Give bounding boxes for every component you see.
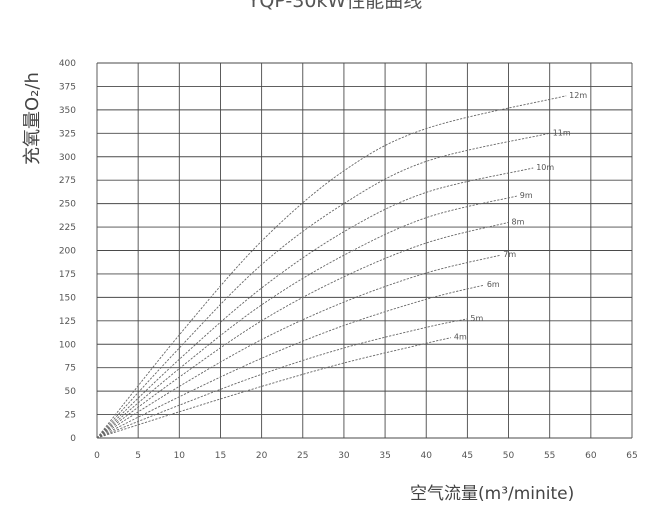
x-tick-label: 45	[462, 451, 473, 461]
series-line-5m	[96, 318, 468, 439]
y-tick-label: 50	[65, 387, 77, 397]
x-tick-label: 25	[297, 451, 308, 461]
x-tick-label: 65	[626, 451, 637, 461]
x-tick-label: 30	[338, 451, 350, 461]
x-tick-label: 50	[503, 451, 515, 461]
series-line-8m	[96, 221, 509, 439]
y-tick-label: 375	[59, 82, 76, 92]
series-label-8m: 8m	[512, 217, 525, 226]
x-tick-label: 20	[256, 451, 268, 461]
y-tick-label: 25	[65, 411, 76, 421]
x-tick-label: 10	[174, 451, 186, 461]
series-label-10m: 10m	[536, 163, 554, 172]
x-tick-label: 55	[544, 451, 555, 461]
y-tick-label: 0	[70, 434, 76, 444]
y-tick-label: 125	[59, 317, 76, 327]
y-tick-label: 100	[59, 340, 76, 350]
chart-title: YQP-30kW性能曲线	[247, 0, 423, 12]
y-axis-label: 充氧量O₂/h	[22, 72, 43, 165]
series-line-7m	[96, 254, 501, 439]
y-tick-label: 400	[59, 59, 76, 69]
series-line-6m	[96, 284, 484, 439]
series-line-12m	[96, 95, 567, 439]
series-line-4m	[96, 337, 451, 439]
x-tick-label: 15	[215, 451, 226, 461]
y-tick-label: 325	[59, 129, 76, 139]
series-label-12m: 12m	[569, 91, 587, 100]
x-tick-label: 35	[379, 451, 390, 461]
series-line-11m	[96, 132, 550, 439]
y-tick-label: 350	[59, 106, 76, 116]
y-tick-label: 275	[59, 176, 76, 186]
x-tick-label: 60	[585, 451, 597, 461]
series-label-4m: 4m	[454, 333, 467, 342]
series-label-9m: 9m	[520, 191, 533, 200]
y-tick-label: 300	[59, 153, 76, 163]
series-line-10m	[96, 167, 534, 439]
x-axis-label: 空气流量(m³/minite)	[410, 484, 575, 504]
x-tick-label: 5	[135, 451, 141, 461]
series-label-5m: 5m	[470, 314, 483, 323]
y-tick-label: 150	[59, 293, 76, 303]
y-tick-label: 200	[59, 247, 76, 257]
x-tick-label: 40	[421, 451, 433, 461]
y-tick-label: 75	[65, 364, 76, 374]
series-line-9m	[96, 195, 517, 439]
x-tick-label: 0	[94, 451, 100, 461]
y-tick-label: 225	[59, 223, 76, 233]
series-label-6m: 6m	[487, 280, 500, 289]
y-tick-label: 250	[59, 200, 76, 210]
series-label-7m: 7m	[503, 250, 516, 259]
series-label-11m: 11m	[553, 128, 571, 137]
y-tick-label: 175	[59, 270, 76, 280]
